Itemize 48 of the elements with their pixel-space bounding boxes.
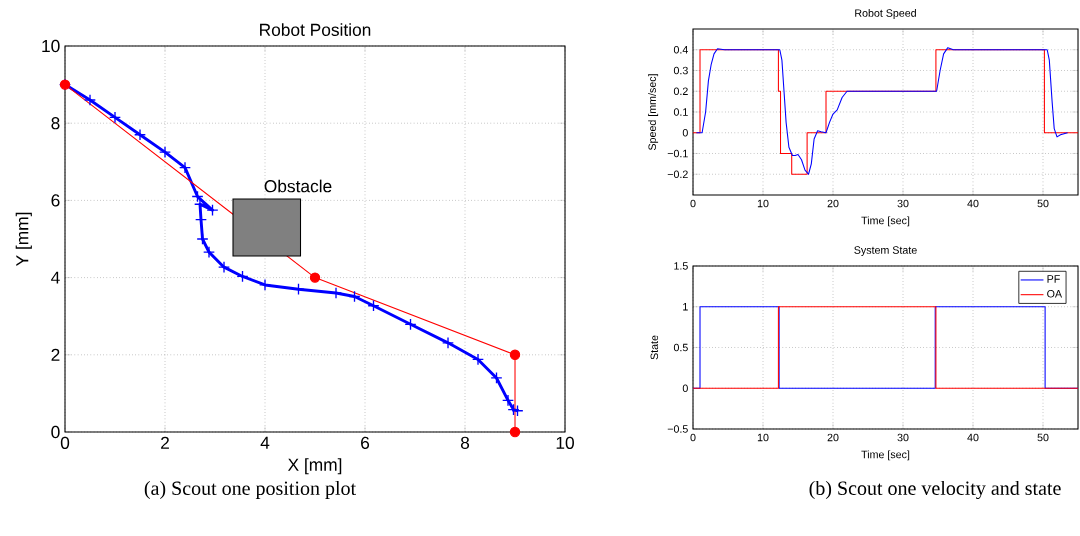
x-tick-label: 20 [827,199,839,208]
x-axis-title: Time [sec] [861,450,910,461]
y-tick-label: 1.5 [674,262,688,270]
x-tick-label: 10 [556,436,574,449]
annotation: Obstacle [264,179,332,193]
x-tick-label: 0 [690,433,696,442]
x-tick-label: 50 [1037,433,1049,442]
x-tick-label: 4 [260,436,270,449]
y-tick-label: 0.1 [673,108,688,116]
chart-title: Robot Speed [855,9,916,19]
text: (b) Scout one velocity and state [809,480,1061,500]
x-tick-label: 30 [897,199,909,208]
x-tick-label: 2 [161,436,169,449]
x-axis-title: Time [sec] [861,216,910,227]
y-tick-label: 1 [683,303,688,311]
y-axis-title: State [650,335,659,360]
legend-label: PF [1047,275,1060,283]
x-tick-label: 20 [827,433,839,442]
y-tick-label: 0.5 [673,343,688,352]
x-tick-label: 10 [757,199,769,208]
x-axis-title: X [mm] [287,458,342,475]
y-tick-label: 10 [42,39,60,53]
text: (a) Scout one position plot [144,480,356,500]
y-axis-title: Speed [mm/sec] [648,74,659,151]
y-tick-label: 8 [51,117,60,130]
x-tick-label: 40 [967,199,979,208]
y-tick-label: 0 [682,384,688,393]
x-tick-label: 8 [460,436,470,449]
x-tick-label: 6 [361,436,370,449]
y-tick-label: 0 [682,128,688,137]
x-tick-label: 50 [1037,199,1049,208]
y-tick-label: 4 [51,271,60,284]
chart-title: Robot Position [260,23,371,36]
x-tick-label: 40 [967,433,979,442]
chart-title: System State [854,246,917,256]
legend-label: OA [1047,289,1063,298]
y-tick-label: −0.5 [667,425,688,433]
y-tick-label: −0.1 [667,149,688,158]
x-tick-label: 30 [897,433,909,442]
x-tick-label: 0 [60,436,70,449]
y-tick-label: 2 [51,348,60,361]
y-axis-title: Y [mm] [15,212,32,267]
y-tick-label: 0.3 [673,66,688,75]
y-tick-label: 0.2 [673,87,688,96]
x-tick-label: 10 [757,433,769,442]
y-tick-label: −0.2 [667,170,688,179]
x-tick-label: 0 [690,199,696,208]
y-tick-label: 0.4 [673,45,688,54]
